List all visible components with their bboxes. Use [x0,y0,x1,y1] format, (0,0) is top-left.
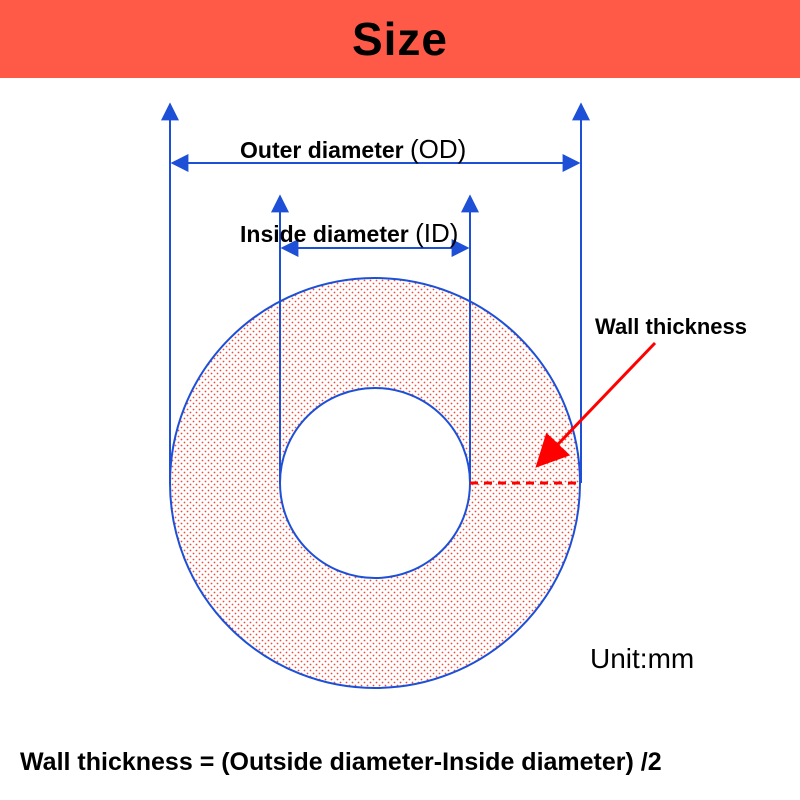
header-banner: Size [0,0,800,78]
wall-thickness-label: Wall thickness [595,314,747,340]
outer-diameter-label: Outer diameter (OD) [240,134,466,165]
inside-diameter-label: Inside diameter (ID) [240,218,458,249]
diagram-svg [0,78,800,800]
diagram-stage: Outer diameter (OD) Inside diameter (ID)… [0,78,800,800]
unit-label: Unit:mm [590,643,694,675]
inside-diameter-paren: (ID) [415,218,458,248]
ring-fill [0,78,800,800]
outer-diameter-text: Outer diameter [240,137,404,163]
formula-text: Wall thickness = (Outside diameter-Insid… [0,748,800,777]
inside-diameter-text: Inside diameter [240,221,409,247]
header-title: Size [352,12,448,66]
outer-diameter-paren: (OD) [410,134,466,164]
